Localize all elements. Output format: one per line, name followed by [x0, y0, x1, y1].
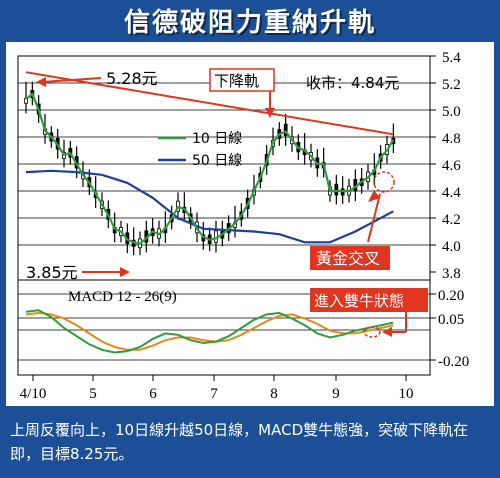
macd-tick-label: 0.20 [438, 288, 464, 304]
high-label: 5.28元 [106, 69, 158, 88]
price-tick-label: 3.8 [442, 266, 461, 282]
price-candle-body [334, 183, 339, 196]
price-tick-label: 4.4 [442, 185, 461, 201]
page-title: 信德破阻力重納升軌 [123, 8, 376, 38]
double-bull-arrowhead [382, 327, 392, 337]
golden-cross-marker [373, 171, 395, 193]
resistance-line [25, 71, 394, 136]
plot-border [17, 55, 431, 376]
golden-cross-box [310, 246, 390, 270]
price-tick-label: 4.6 [442, 158, 461, 174]
x-tick-label: 10 [399, 386, 414, 402]
low-arrowhead [120, 267, 130, 277]
price-tick-label: 4.8 [442, 131, 461, 147]
high-arrowhead [36, 77, 46, 87]
x-tick-label: 9 [332, 386, 340, 402]
high-arrow [41, 77, 102, 83]
macd-signal-line [25, 311, 394, 351]
x-tick-label: 6 [149, 386, 157, 402]
legend-ma10-label: 10 日線 [192, 131, 242, 147]
macd-tick-label: -0.20 [438, 354, 469, 370]
golden-cross-arrow [367, 193, 381, 243]
double-bull-marker [363, 326, 381, 338]
macd-line [25, 309, 394, 354]
x-tick-label: 7 [210, 386, 218, 402]
ma10-line [25, 91, 395, 245]
resistance-label-box [209, 68, 275, 92]
macd-tick-label: 0.05 [438, 312, 464, 328]
x-tick-label: 4/10 [20, 386, 47, 402]
golden-cross-arrowhead [368, 190, 380, 202]
x-tick-label: 8 [270, 386, 278, 402]
low-label: 3.85元 [26, 263, 78, 282]
resistance-label: 下降軌 [214, 72, 259, 90]
price-tick-label: 5.0 [442, 104, 461, 120]
price-tick-label: 5.4 [442, 50, 461, 66]
x-tick-label: 5 [89, 386, 97, 402]
caption: 上周反覆向上，10日線升越50日線，MACD雙牛態強，突破下降軌在即，目標8.2… [10, 421, 469, 463]
double-bull-box [310, 288, 428, 312]
title-bar: 信德破阻力重納升軌 [0, 0, 500, 40]
resistance-arrowhead [265, 108, 275, 118]
chart-panel: 5.4 5.2 5.0 4.8 4.6 4.4 4.2 4.0 3.8 0.20 0.05 -0.20… [6, 42, 494, 406]
legend-ma50-label: 50 日線 [192, 153, 242, 169]
golden-cross-label: 黃金交叉 [316, 249, 380, 268]
price-tick-label: 4.0 [442, 239, 461, 255]
double-bull-label: 進入雙牛狀態 [314, 292, 404, 310]
macd-title: MACD 12 - 26(9) [68, 289, 177, 305]
price-candle-body [283, 123, 288, 137]
ma50-line [25, 169, 394, 244]
price-tick-label: 5.2 [442, 77, 461, 93]
stock-chart: 5.4 5.2 5.0 4.8 4.6 4.4 4.2 4.0 3.8 0.20 0.05 -0.20… [17, 50, 469, 402]
price-tick-label: 4.2 [442, 212, 461, 228]
close-label: 收市：4.84元 [306, 74, 399, 92]
